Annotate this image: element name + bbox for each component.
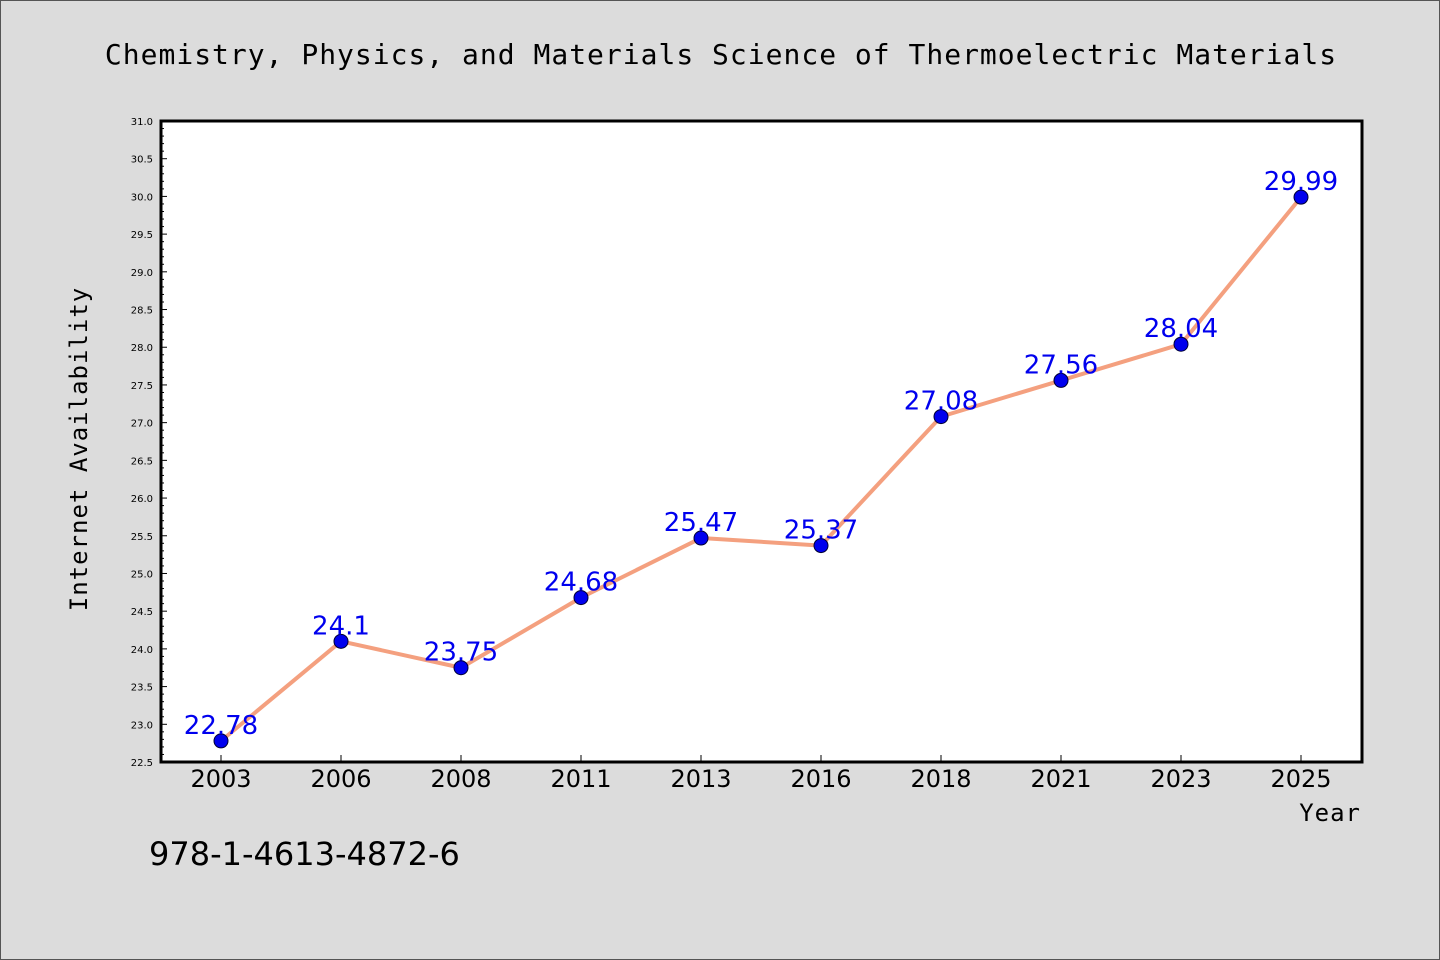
plot-area	[159, 119, 1364, 764]
y-axis: 22.5 23.0 23.5 24.0 24.5 25.0 25.5 26.0 26.5 27.0…	[131, 117, 167, 769]
x-tick-label: 2023	[1150, 765, 1211, 793]
isbn-text: 978-1-4613-4872-6	[149, 835, 460, 873]
y-tick-label: 26.0	[131, 494, 153, 505]
y-tick-label: 28.5	[131, 306, 153, 317]
data-point	[453, 660, 469, 676]
y-tick-label: 29.0	[131, 268, 153, 279]
data-point	[1293, 189, 1309, 205]
data-point	[933, 409, 949, 425]
data-point	[213, 733, 229, 749]
x-tick-label: 2021	[1030, 765, 1091, 793]
x-tick-label: 2006	[310, 765, 371, 793]
series-line	[219, 195, 1303, 743]
y-tick-label: 30.0	[131, 192, 153, 203]
series-layer: 22.78 24.1 23.75 24.68 25.47 25.37 27.08 27.56 2…	[184, 167, 1338, 749]
x-axis: 2003 2006 2008 2011 2013 2016 2018 2021 2023 2025	[190, 755, 1332, 793]
y-tick-label: 22.5	[131, 758, 153, 769]
x-tick-label: 2016	[790, 765, 851, 793]
y-tick-label: 24.0	[131, 645, 153, 656]
y-tick-label: 31.0	[131, 117, 153, 128]
x-tick-label: 2003	[190, 765, 251, 793]
data-label: 27.56	[1024, 350, 1098, 380]
data-point	[1173, 336, 1189, 352]
data-label: 24.68	[544, 568, 618, 598]
data-label: 27.08	[904, 387, 978, 417]
x-axis-label: Year	[1299, 799, 1361, 827]
y-tick-label: 27.0	[131, 419, 153, 430]
data-label: 25.37	[784, 516, 858, 546]
data-label: 24.1	[312, 611, 370, 641]
data-point	[573, 590, 589, 606]
chart-title: Chemistry, Physics, and Materials Scienc…	[105, 38, 1337, 71]
data-point	[813, 538, 829, 554]
y-tick-label: 30.5	[131, 155, 153, 166]
y-tick-label: 23.5	[131, 683, 153, 694]
y-axis-label: Internet Availability	[65, 287, 93, 611]
data-label: 29.99	[1264, 167, 1338, 197]
data-point	[693, 530, 709, 546]
y-tick-label: 27.5	[131, 381, 153, 392]
y-tick-label: 23.0	[131, 720, 153, 731]
y-tick-label: 29.5	[131, 230, 153, 241]
data-label: 23.75	[424, 638, 498, 668]
x-tick-label: 2013	[670, 765, 731, 793]
x-tick-label: 2018	[910, 765, 971, 793]
x-tick-label: 2011	[550, 765, 611, 793]
y-tick-label: 25.5	[131, 532, 153, 543]
data-point	[333, 633, 349, 649]
y-tick-label: 26.5	[131, 456, 153, 467]
y-tick-label: 24.5	[131, 607, 153, 618]
data-label: 25.47	[664, 508, 738, 538]
x-tick-label: 2008	[430, 765, 491, 793]
x-tick-label: 2025	[1270, 765, 1331, 793]
y-tick-label: 25.0	[131, 569, 153, 580]
y-tick-label: 28.0	[131, 343, 153, 354]
data-point	[1053, 372, 1069, 388]
data-label: 28.04	[1144, 314, 1218, 344]
data-label: 22.78	[184, 711, 258, 741]
